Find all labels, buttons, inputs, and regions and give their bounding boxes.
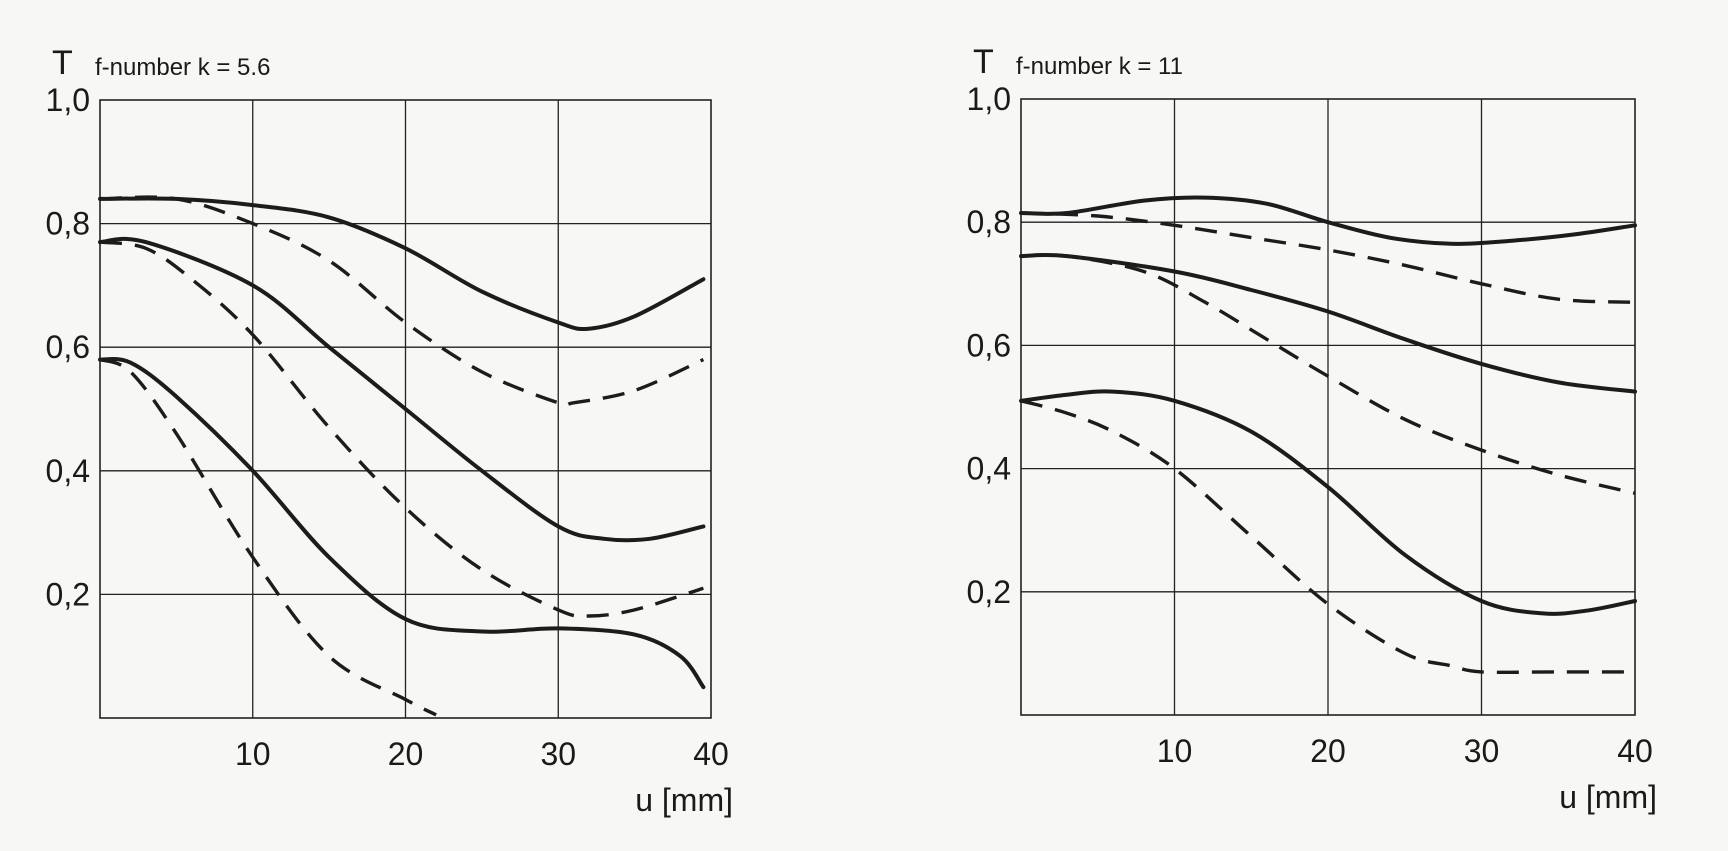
y-tick-label: 0,6 — [46, 329, 90, 365]
x-tick-label: 40 — [693, 736, 729, 772]
series-line-5-solid — [98, 357, 706, 690]
series-line-4-dashed — [1020, 253, 1636, 495]
plot-frame — [1020, 98, 1636, 716]
y-tick-label: 0,2 — [46, 576, 90, 612]
x-tick-label: 10 — [1157, 733, 1193, 769]
series-line-1-solid — [1019, 195, 1637, 246]
y-tick-label: 0,4 — [46, 453, 90, 489]
x-tick-label: 30 — [1464, 733, 1500, 769]
x-tick-label: 20 — [388, 736, 424, 772]
series-line-1-solid — [98, 196, 706, 332]
f-number-annotation: f-number k = 5.6 — [95, 54, 270, 81]
series-line-5-solid — [1019, 389, 1637, 616]
y-tick-label: 1,0 — [46, 82, 90, 118]
plot-frame — [99, 99, 712, 719]
y-tick-label: 0,8 — [46, 206, 90, 242]
y-axis-label: T — [52, 44, 73, 82]
chart-panel-2: 0,2 0,4 0,6 0,8 1,0 10 20 30 40 T f-number k = 11 u… — [967, 43, 1657, 815]
y-tick-label: 0,6 — [967, 327, 1011, 363]
y-axis-label: T — [973, 43, 994, 81]
x-tick-label: 30 — [540, 736, 576, 772]
series-line-6-dashed — [1020, 399, 1635, 675]
x-tick-label: 20 — [1310, 733, 1346, 769]
y-tick-label: 0,4 — [967, 451, 1011, 487]
series-line-4-dashed — [99, 240, 704, 618]
f-number-annotation: f-number k = 11 — [1016, 53, 1183, 80]
y-tick-label: 1,0 — [967, 81, 1011, 117]
gridlines — [100, 100, 711, 718]
x-tick-label: 10 — [235, 736, 271, 772]
y-tick-label: 0,8 — [967, 204, 1011, 240]
gridlines — [1021, 99, 1635, 715]
x-tick-label: 40 — [1617, 733, 1653, 769]
series-line-6-dashed — [99, 357, 437, 717]
series-line-2-dashed — [99, 195, 705, 408]
y-tick-label: 0,2 — [967, 574, 1011, 610]
x-axis-label: u [mm] — [635, 782, 733, 818]
chart-panel-1: 0,2 0,4 0,6 0,8 1,0 10 20 30 40 T f-number k = 5.6… — [46, 44, 733, 818]
series-line-3-solid — [98, 236, 706, 543]
x-axis-label: u [mm] — [1559, 779, 1657, 815]
